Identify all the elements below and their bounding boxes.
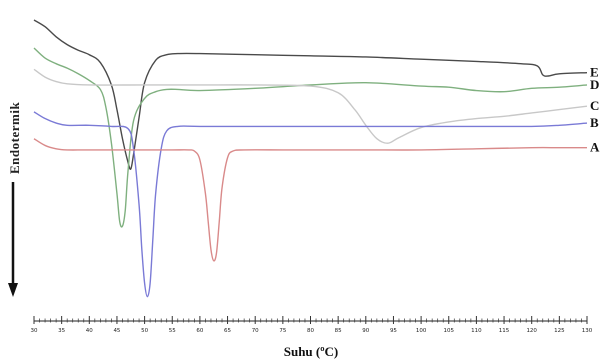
x-tick-label: 125 xyxy=(554,328,565,334)
x-tick-label: 75 xyxy=(279,328,286,334)
x-tick-label: 55 xyxy=(169,328,176,334)
x-tick-label: 30 xyxy=(31,328,38,334)
series-line-c xyxy=(33,68,588,144)
x-tick-label: 105 xyxy=(444,328,455,334)
x-tick-label: 80 xyxy=(307,328,314,334)
series-label-e: E xyxy=(590,65,599,80)
x-tick-label: 40 xyxy=(86,328,93,334)
y-axis-label: Endotermik xyxy=(7,102,22,174)
x-tick-label: 45 xyxy=(113,328,120,334)
x-tick-label: 110 xyxy=(471,328,482,334)
series-lines xyxy=(33,19,588,298)
x-tick-label: 50 xyxy=(141,328,148,334)
series-line-d xyxy=(33,47,588,228)
x-tick-label: 85 xyxy=(335,328,342,334)
x-tick-label: 115 xyxy=(499,328,510,334)
series-label-b: B xyxy=(590,115,599,130)
x-axis: 30 35 40 45 50 55 60 65 70 75 80 85 90 95 100 105 110 115… xyxy=(31,316,593,334)
series-label-d: D xyxy=(590,77,599,92)
series-line-e xyxy=(33,19,588,170)
series-label-c: C xyxy=(590,98,599,113)
series-line-a xyxy=(33,138,587,262)
y-axis-arrow xyxy=(8,182,18,297)
x-tick-label: 95 xyxy=(390,328,397,334)
x-axis-label: Suhu (ºC) xyxy=(284,344,339,359)
series-line-b xyxy=(33,111,588,298)
x-tick-label: 65 xyxy=(224,328,231,334)
x-tick-label: 130 xyxy=(582,328,593,334)
y-axis-arrowhead xyxy=(8,283,18,297)
x-tick-label: 120 xyxy=(526,328,537,334)
x-tick-label: 90 xyxy=(362,328,369,334)
x-tick-label: 70 xyxy=(252,328,259,334)
x-tick-label: 100 xyxy=(416,328,427,334)
series-label-a: A xyxy=(590,140,600,155)
x-tick-label: 35 xyxy=(58,328,65,334)
x-tick-label: 60 xyxy=(196,328,203,334)
